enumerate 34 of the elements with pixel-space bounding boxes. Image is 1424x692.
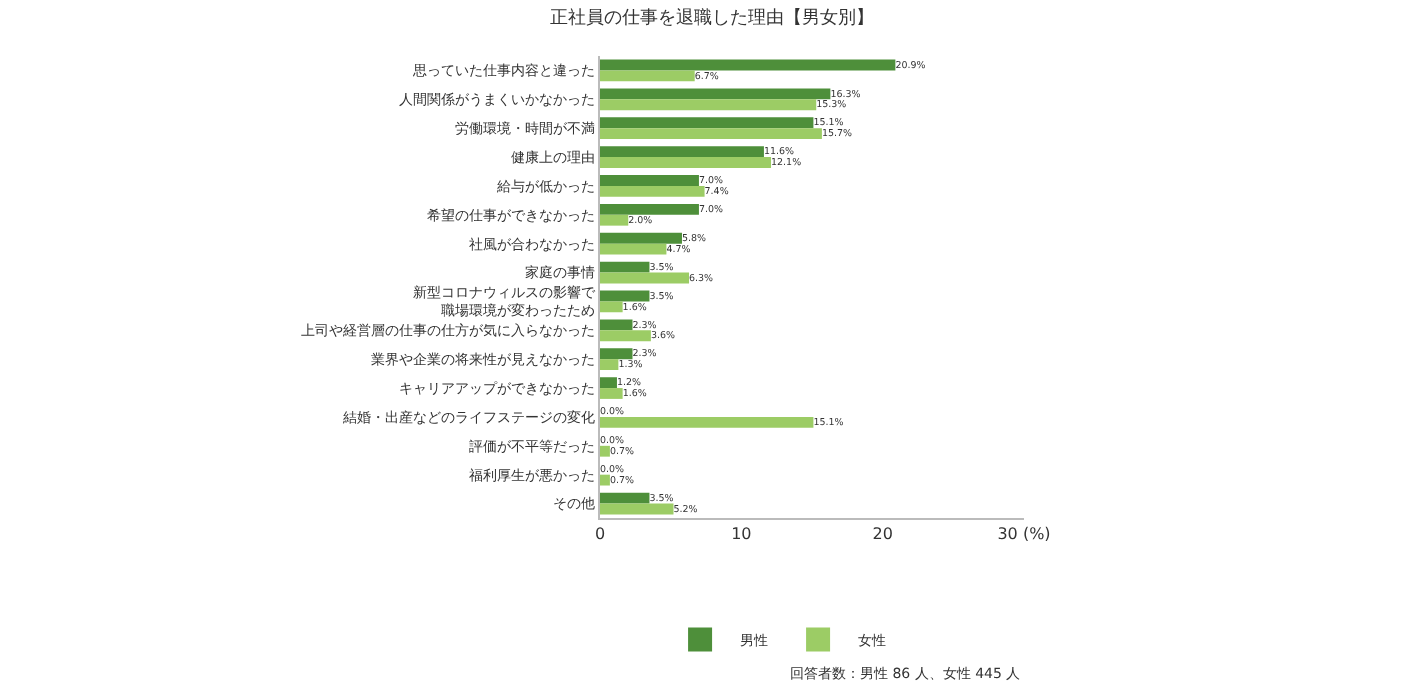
bar bbox=[600, 445, 610, 457]
bar bbox=[600, 70, 695, 82]
bar bbox=[600, 99, 817, 111]
bar bbox=[600, 157, 772, 168]
bar bbox=[600, 319, 633, 331]
bar bbox=[600, 185, 705, 197]
bar bbox=[600, 301, 623, 313]
bar bbox=[600, 128, 822, 140]
bar bbox=[600, 474, 610, 486]
bar bbox=[600, 388, 623, 399]
bar bbox=[600, 377, 617, 389]
x-tick-label: 30 (%) bbox=[997, 525, 1051, 544]
bar bbox=[600, 203, 699, 215]
bar bbox=[600, 272, 690, 284]
bar bbox=[600, 359, 619, 371]
bar bbox=[600, 117, 814, 129]
bar bbox=[600, 330, 651, 342]
bar bbox=[600, 88, 831, 100]
x-tick-label: 0 bbox=[594, 525, 606, 544]
bar bbox=[600, 416, 814, 428]
bar bbox=[600, 146, 764, 158]
x-tick-label: 10 bbox=[731, 525, 752, 544]
bar bbox=[600, 503, 674, 515]
bar bbox=[600, 232, 682, 244]
bar bbox=[600, 59, 896, 71]
bar bbox=[600, 243, 667, 255]
chart-title: 正社員の仕事を退職した理由【男女別】 bbox=[550, 6, 874, 29]
bar bbox=[600, 214, 629, 226]
bar bbox=[600, 492, 650, 504]
bar bbox=[600, 290, 650, 302]
bar bbox=[600, 261, 650, 273]
bar bbox=[600, 348, 633, 360]
bar bbox=[600, 175, 699, 186]
x-tick-label: 20 bbox=[872, 525, 893, 544]
